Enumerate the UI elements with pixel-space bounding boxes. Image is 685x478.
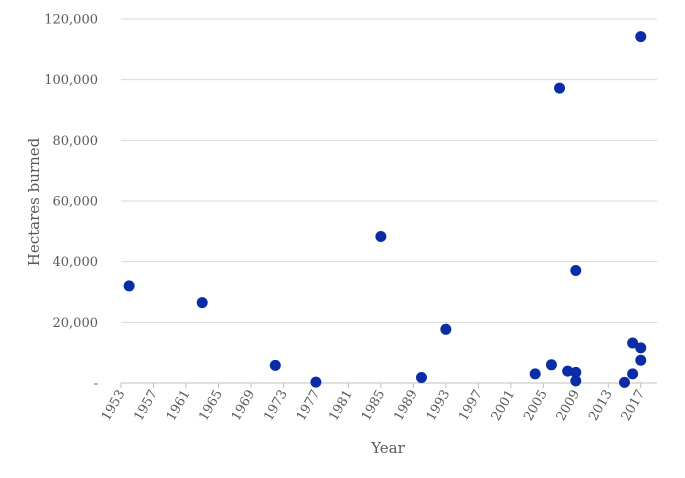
data-point — [570, 366, 582, 378]
data-point — [554, 82, 566, 94]
data-point — [562, 365, 574, 377]
x-tick-label: 2001 — [489, 388, 519, 424]
x-tick-label: 2017 — [619, 388, 649, 424]
data-point — [310, 376, 322, 388]
x-tick-label: 1961 — [164, 388, 194, 424]
y-axis-ticks: - 20,000 40,000 60,000 80,000 100,000 120,000 — [44, 13, 98, 392]
x-tick-label: 1985 — [359, 388, 389, 424]
data-point — [627, 337, 639, 349]
x-tick-label: 1957 — [131, 388, 161, 424]
data-point — [529, 368, 541, 380]
data-point — [415, 372, 427, 384]
x-tick-label: 1977 — [294, 388, 324, 424]
y-tick-label: - — [94, 377, 98, 392]
x-axis-title: Year — [370, 439, 405, 457]
x-tick-label: 1989 — [391, 388, 421, 424]
y-tick-label: 60,000 — [53, 195, 99, 210]
x-tick-label: 1981 — [326, 388, 356, 424]
x-axis-ticks: 1953 1957 1961 1965 1969 1973 1977 1981 1985 1989… — [99, 383, 648, 424]
data-point — [635, 342, 647, 354]
y-axis-title: Hectares burned — [25, 137, 43, 266]
data-point — [635, 31, 647, 43]
x-tick-label: 1953 — [99, 388, 129, 424]
x-tick-label: 1965 — [196, 388, 226, 424]
y-tick-label: 20,000 — [53, 316, 99, 331]
data-point — [627, 368, 639, 380]
x-tick-label: 2009 — [554, 388, 584, 424]
y-tick-label: 40,000 — [53, 255, 99, 270]
data-point — [619, 376, 631, 388]
y-tick-label: 100,000 — [44, 73, 98, 88]
data-point — [269, 359, 281, 371]
data-point — [570, 264, 582, 276]
data-point — [440, 323, 452, 335]
x-tick-label: 1973 — [261, 388, 291, 424]
y-tick-label: 80,000 — [53, 134, 99, 149]
data-point — [375, 230, 387, 242]
data-point — [570, 375, 582, 387]
data-point — [635, 354, 647, 366]
y-tick-label: 120,000 — [44, 13, 98, 28]
x-tick-label: 1997 — [456, 388, 486, 424]
gridlines — [121, 18, 657, 323]
data-point — [545, 359, 557, 371]
x-tick-label: 2005 — [521, 388, 551, 424]
data-point — [123, 280, 135, 292]
x-tick-label: 2013 — [586, 388, 616, 424]
x-tick-label: 1969 — [229, 388, 259, 424]
data-points — [123, 31, 647, 388]
x-tick-label: 1993 — [424, 388, 454, 424]
data-point — [196, 297, 208, 309]
